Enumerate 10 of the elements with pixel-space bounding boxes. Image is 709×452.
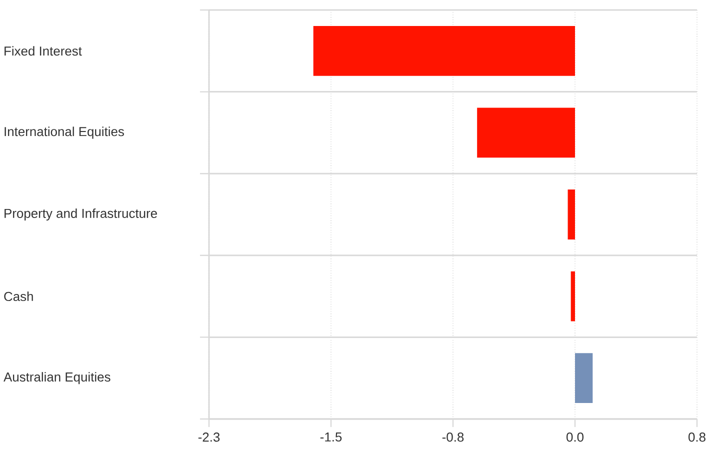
y-tick-label: Fixed Interest xyxy=(4,46,82,56)
y-tick-label: Australian Equities xyxy=(4,372,110,384)
x-tick-label: 0.0 xyxy=(566,432,584,442)
y-tick-label: International Equities xyxy=(4,126,124,139)
x-tick-label: 0.8 xyxy=(688,432,706,442)
y-tick-label: Property and Infrastructure xyxy=(4,208,157,221)
x-tick-label: -2.3 xyxy=(198,432,220,442)
y-tick-label: Cash xyxy=(4,292,33,302)
x-tick-label: -0.8 xyxy=(442,432,464,442)
x-tick-label: -1.5 xyxy=(320,432,342,442)
